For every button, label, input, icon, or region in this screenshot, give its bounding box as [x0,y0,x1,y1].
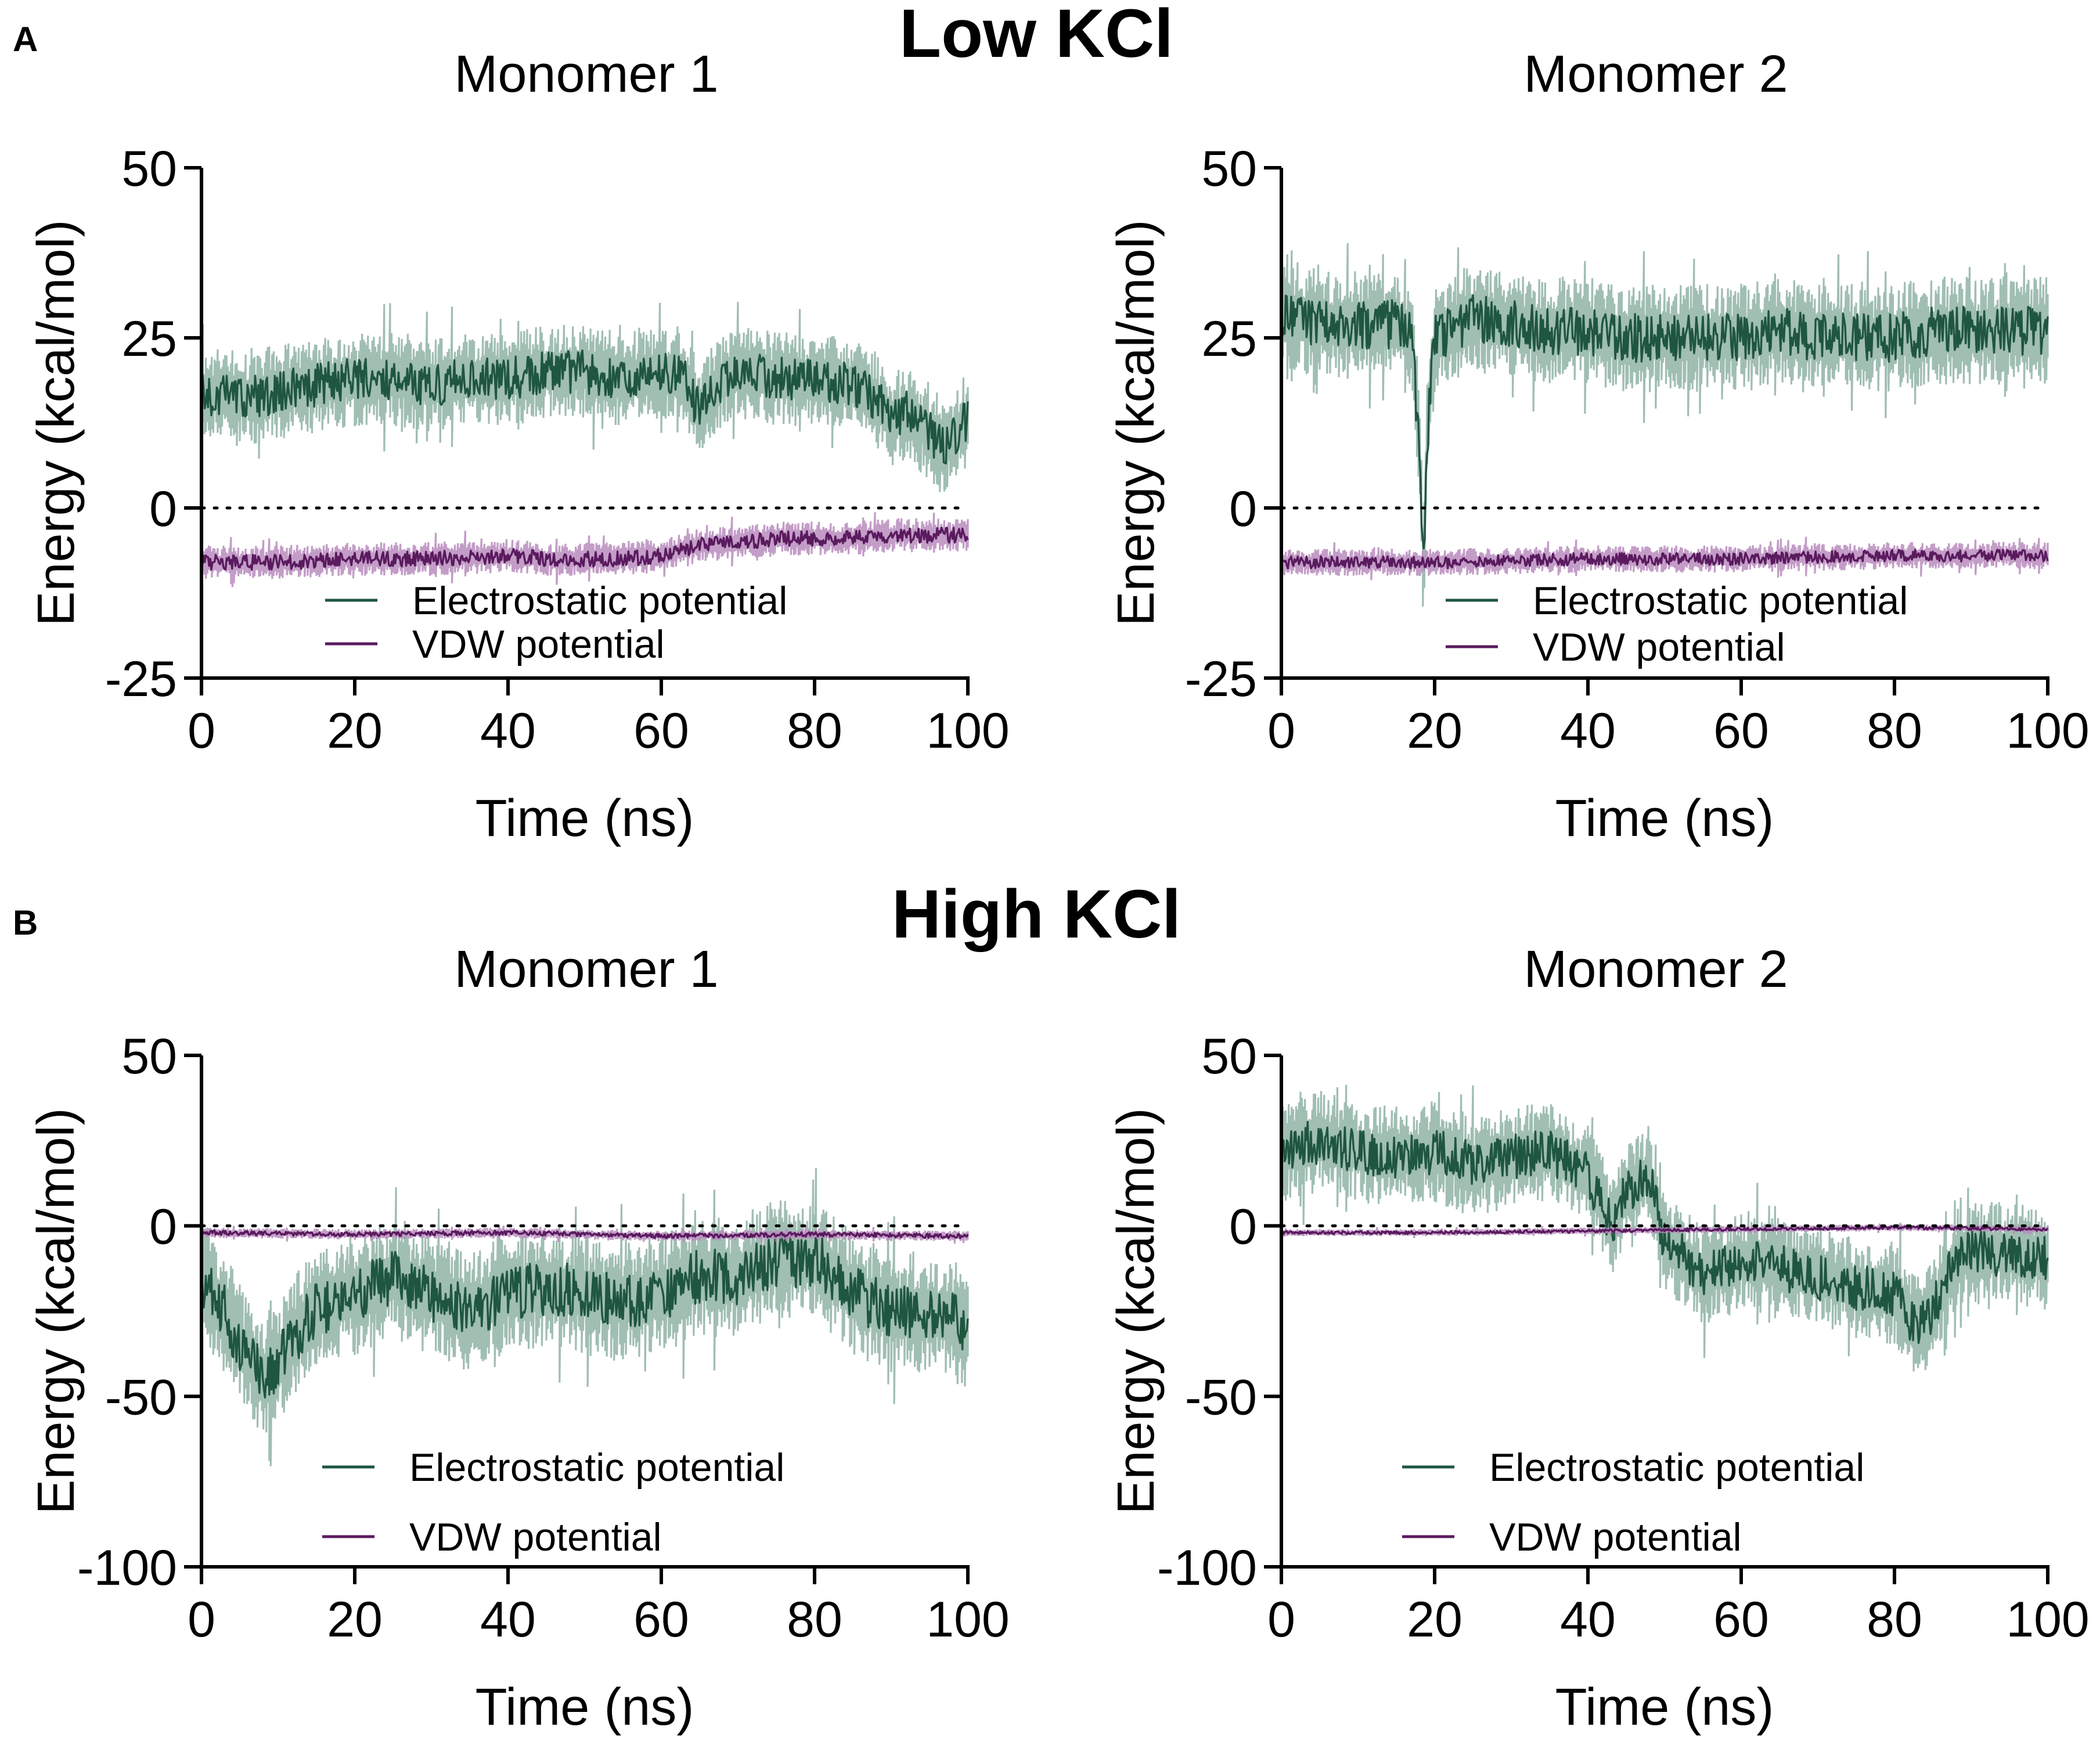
panel-b-letter: B [13,903,38,942]
x-axis-label: Time (ns) [1555,790,1774,848]
x-axis-label: Time (ns) [476,1678,694,1736]
x-tick-label: 60 [1713,703,1769,759]
legend-label: VDW potential [409,1515,662,1559]
x-tick-label: 80 [1867,703,1922,759]
x-tick-label: 20 [1407,1592,1463,1648]
x-tick-label: 100 [2006,1592,2090,1648]
legend-label: VDW potential [412,622,665,666]
legend-label: Electrostatic potential [412,579,787,623]
x-tick-label: 0 [188,703,215,759]
x-tick-label: 40 [1560,1592,1616,1648]
x-tick-label: 100 [926,703,1010,759]
series-line-electrostatic-potential [1280,1120,2049,1344]
x-tick-label: 40 [480,1592,536,1648]
legend-label: VDW potential [1533,625,1785,669]
chart-b-monomer-1: Monomer 1 -100 -50 0 50 0 20 40 60 80 100 Time (ns)… [27,940,1010,1736]
x-axis-label: Time (ns) [1555,1678,1774,1736]
series-line-vdw-potential [1280,549,2049,569]
y-tick-label: 50 [1201,141,1257,197]
panel-a-title: Low KCl [899,0,1173,72]
x-tick-label: 80 [787,703,842,759]
y-tick-label: -25 [1185,651,1257,707]
series-line-vdw-potential [201,1230,969,1239]
y-axis-label: Energy (kcal/mol) [1107,219,1165,626]
x-tick-label: 0 [1267,703,1295,759]
x-tick-label: 60 [633,1592,689,1648]
y-tick-label: 50 [121,141,177,197]
y-tick-label: -50 [1185,1369,1257,1425]
y-tick-label: 25 [121,311,177,367]
chart-title: Monomer 2 [1523,940,1788,998]
legend-label: Electrostatic potential [409,1445,784,1490]
y-tick-label: -100 [77,1540,177,1596]
series-line-electrostatic-potential [1280,294,2049,550]
y-tick-label: -100 [1157,1540,1257,1596]
x-tick-label: 0 [188,1592,215,1648]
x-tick-label: 20 [327,1592,383,1648]
series-line-electrostatic-potential [200,1232,969,1399]
panel-b-title: High KCl [892,876,1181,953]
x-tick-label: 100 [926,1592,1010,1648]
legend-label: Electrostatic potential [1533,579,1908,623]
y-axis-label: Energy (kcal/mol) [1107,1108,1165,1514]
legend-label: Electrostatic potential [1489,1445,1864,1490]
y-tick-label: 0 [1229,1199,1257,1255]
x-tick-label: 60 [633,703,689,759]
x-tick-label: 0 [1267,1592,1295,1648]
y-tick-label: -25 [105,651,177,707]
x-tick-label: 80 [1867,1592,1922,1648]
x-tick-label: 20 [327,703,383,759]
y-tick-label: 50 [121,1029,177,1084]
y-tick-label: 0 [149,1199,177,1255]
panel-a-letter: A [13,20,38,59]
chart-b-monomer-2: Monomer 2 -100 -50 0 50 0 20 40 60 80 100 Time (ns)… [1107,940,2090,1736]
y-tick-label: -50 [105,1369,177,1425]
series-line-vdw-potential [1281,1225,2049,1235]
x-tick-label: 100 [2006,703,2090,759]
x-tick-label: 40 [480,703,536,759]
chart-title: Monomer 2 [1523,45,1788,103]
y-tick-label: 0 [1229,481,1257,537]
y-tick-label: 0 [149,481,177,537]
series-line-vdw-potential [200,527,969,571]
y-tick-label: 25 [1201,311,1257,367]
x-tick-label: 80 [787,1592,842,1648]
y-axis-label: Energy (kcal/mol) [27,1108,85,1514]
x-tick-label: 40 [1560,703,1616,759]
legend-label: VDW potential [1489,1515,1742,1559]
x-tick-label: 60 [1713,1592,1769,1648]
y-axis-label: Energy (kcal/mol) [27,219,85,626]
x-axis-label: Time (ns) [476,790,694,848]
chart-title: Monomer 1 [454,45,718,103]
series-line-electrostatic-potential [200,349,969,465]
x-tick-label: 20 [1407,703,1463,759]
y-tick-label: 50 [1201,1029,1257,1084]
chart-title: Monomer 1 [454,940,718,998]
